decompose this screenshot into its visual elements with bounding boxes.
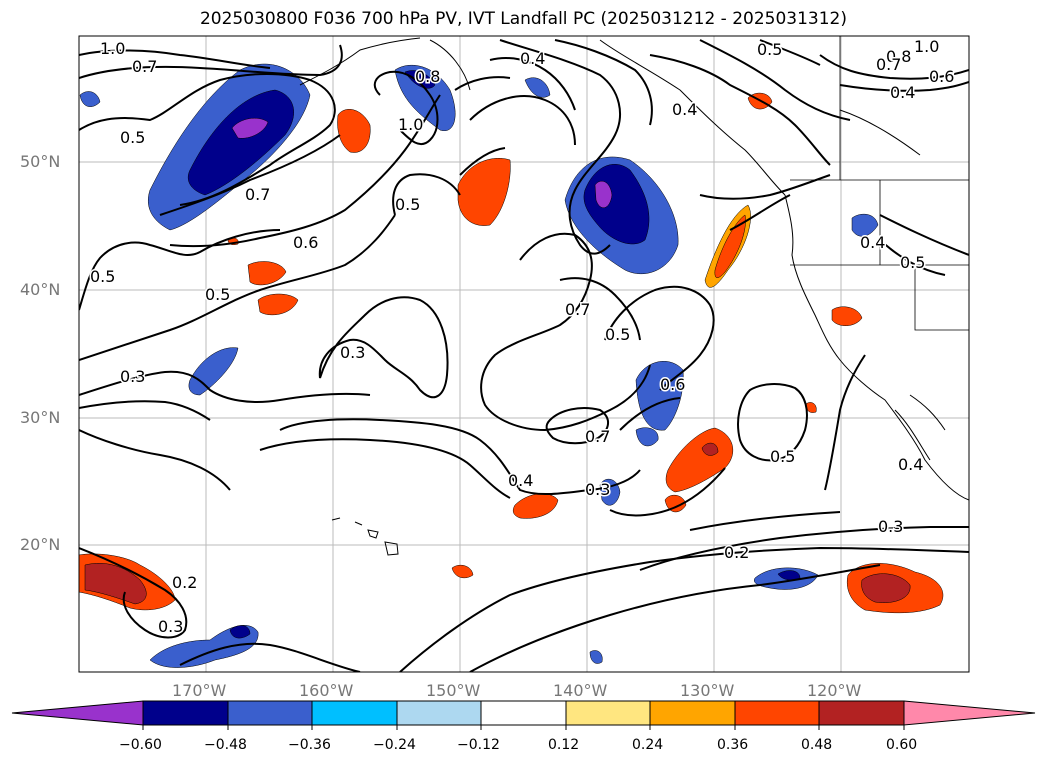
colorbar-tick-label: −0.12 [457,737,500,753]
contour-label: 0.4 [898,455,923,474]
lon-label: 160°W [299,681,354,700]
contour-label: 1.0 [398,115,423,134]
contour-label: 0.8 [886,47,911,66]
contour-label: 0.6 [293,233,318,252]
colorbar-bin [311,700,398,726]
contour-label: 0.4 [508,471,533,490]
contour-label: 0.4 [672,100,697,119]
contour-label: 0.5 [205,285,230,304]
contour-label: 0.5 [757,40,782,59]
contour-label: 1.0 [100,39,125,58]
contour-label: 0.7 [565,300,590,319]
lon-label: 150°W [426,681,481,700]
contour-label: 0.3 [120,367,145,386]
colorbar-min-extend [11,700,144,726]
contour-label: 0.4 [520,49,545,68]
lat-label: 20°N [20,535,61,554]
contour-label: 0.5 [900,253,925,272]
positive-fill-areas [79,92,944,614]
contour-label: 0.7 [876,55,901,74]
contour-label: 0.2 [724,543,749,562]
lon-label: 130°W [680,681,735,700]
contour-label: 0.4 [860,233,885,252]
colorbar-max-extend [903,700,1036,726]
contour-label: 0.5 [90,267,115,286]
gridlines [79,36,969,672]
colorbar-bin [480,700,567,726]
contour-label: 1.0 [914,37,939,56]
lat-label: 30°N [20,408,61,427]
colorbar-tick-label: 0.36 [717,737,749,753]
contour-label: 0.6 [929,67,954,86]
coastlines [299,36,969,501]
lat-label: 40°N [20,280,61,299]
lon-label: 140°W [553,681,608,700]
contour-label: 0.5 [120,128,145,147]
contour-label: 0.7 [245,185,270,204]
lon-label: 120°W [807,681,862,700]
pv-contours [79,39,969,672]
contour-label: 0.7 [132,57,157,76]
colorbar [11,700,1036,730]
contour-labels: 1.0 0.7 0.5 0.7 0.6 0.5 0.5 0.3 0.3 0.4 … [89,36,956,638]
contour-label: 0.3 [878,517,903,536]
colorbar-tick-label: −0.24 [373,737,416,753]
colorbar-tick-label: 0.24 [632,737,664,753]
colorbar-bin [565,700,651,726]
contour-label: 0.5 [395,195,420,214]
contour-label: 0.7 [585,427,610,446]
colorbar-bin [396,700,482,726]
contour-label: 0.4 [890,83,915,102]
colorbar-bin [142,700,229,726]
contour-label: 0.2 [172,573,197,592]
colorbar-tick-label: 0.48 [801,737,833,753]
map-title: 2025030800 F036 700 hPa PV, IVT Landfall… [199,9,847,29]
colorbar-bin [734,700,820,726]
contour-label: 0.6 [660,375,685,394]
colorbar-bin [818,700,905,726]
fill-central-pacific [457,158,511,226]
negative-fill-areas [79,63,879,668]
lon-label: 170°W [172,681,227,700]
colorbar-tick-label: 0.12 [548,737,580,753]
hawaii-islands [331,517,399,556]
contour-label: 0.3 [340,343,365,362]
contour-label: 0.8 [415,67,440,86]
contour-label: 0.5 [605,325,630,344]
colorbar-bin [227,700,313,726]
contour-label: 0.5 [770,447,795,466]
colorbar-tick-label: −0.48 [204,737,247,753]
map-frame [78,35,970,673]
colorbar-tick-label: −0.36 [288,737,331,753]
contour-label: 0.3 [158,617,183,636]
colorbar-bin [649,700,736,726]
colorbar-ticks [142,725,905,730]
lat-label: 50°N [20,152,61,171]
colorbar-tick-label: 0.60 [886,737,918,753]
colorbar-tick-label: −0.60 [119,737,162,753]
contour-label: 0.3 [585,480,610,499]
